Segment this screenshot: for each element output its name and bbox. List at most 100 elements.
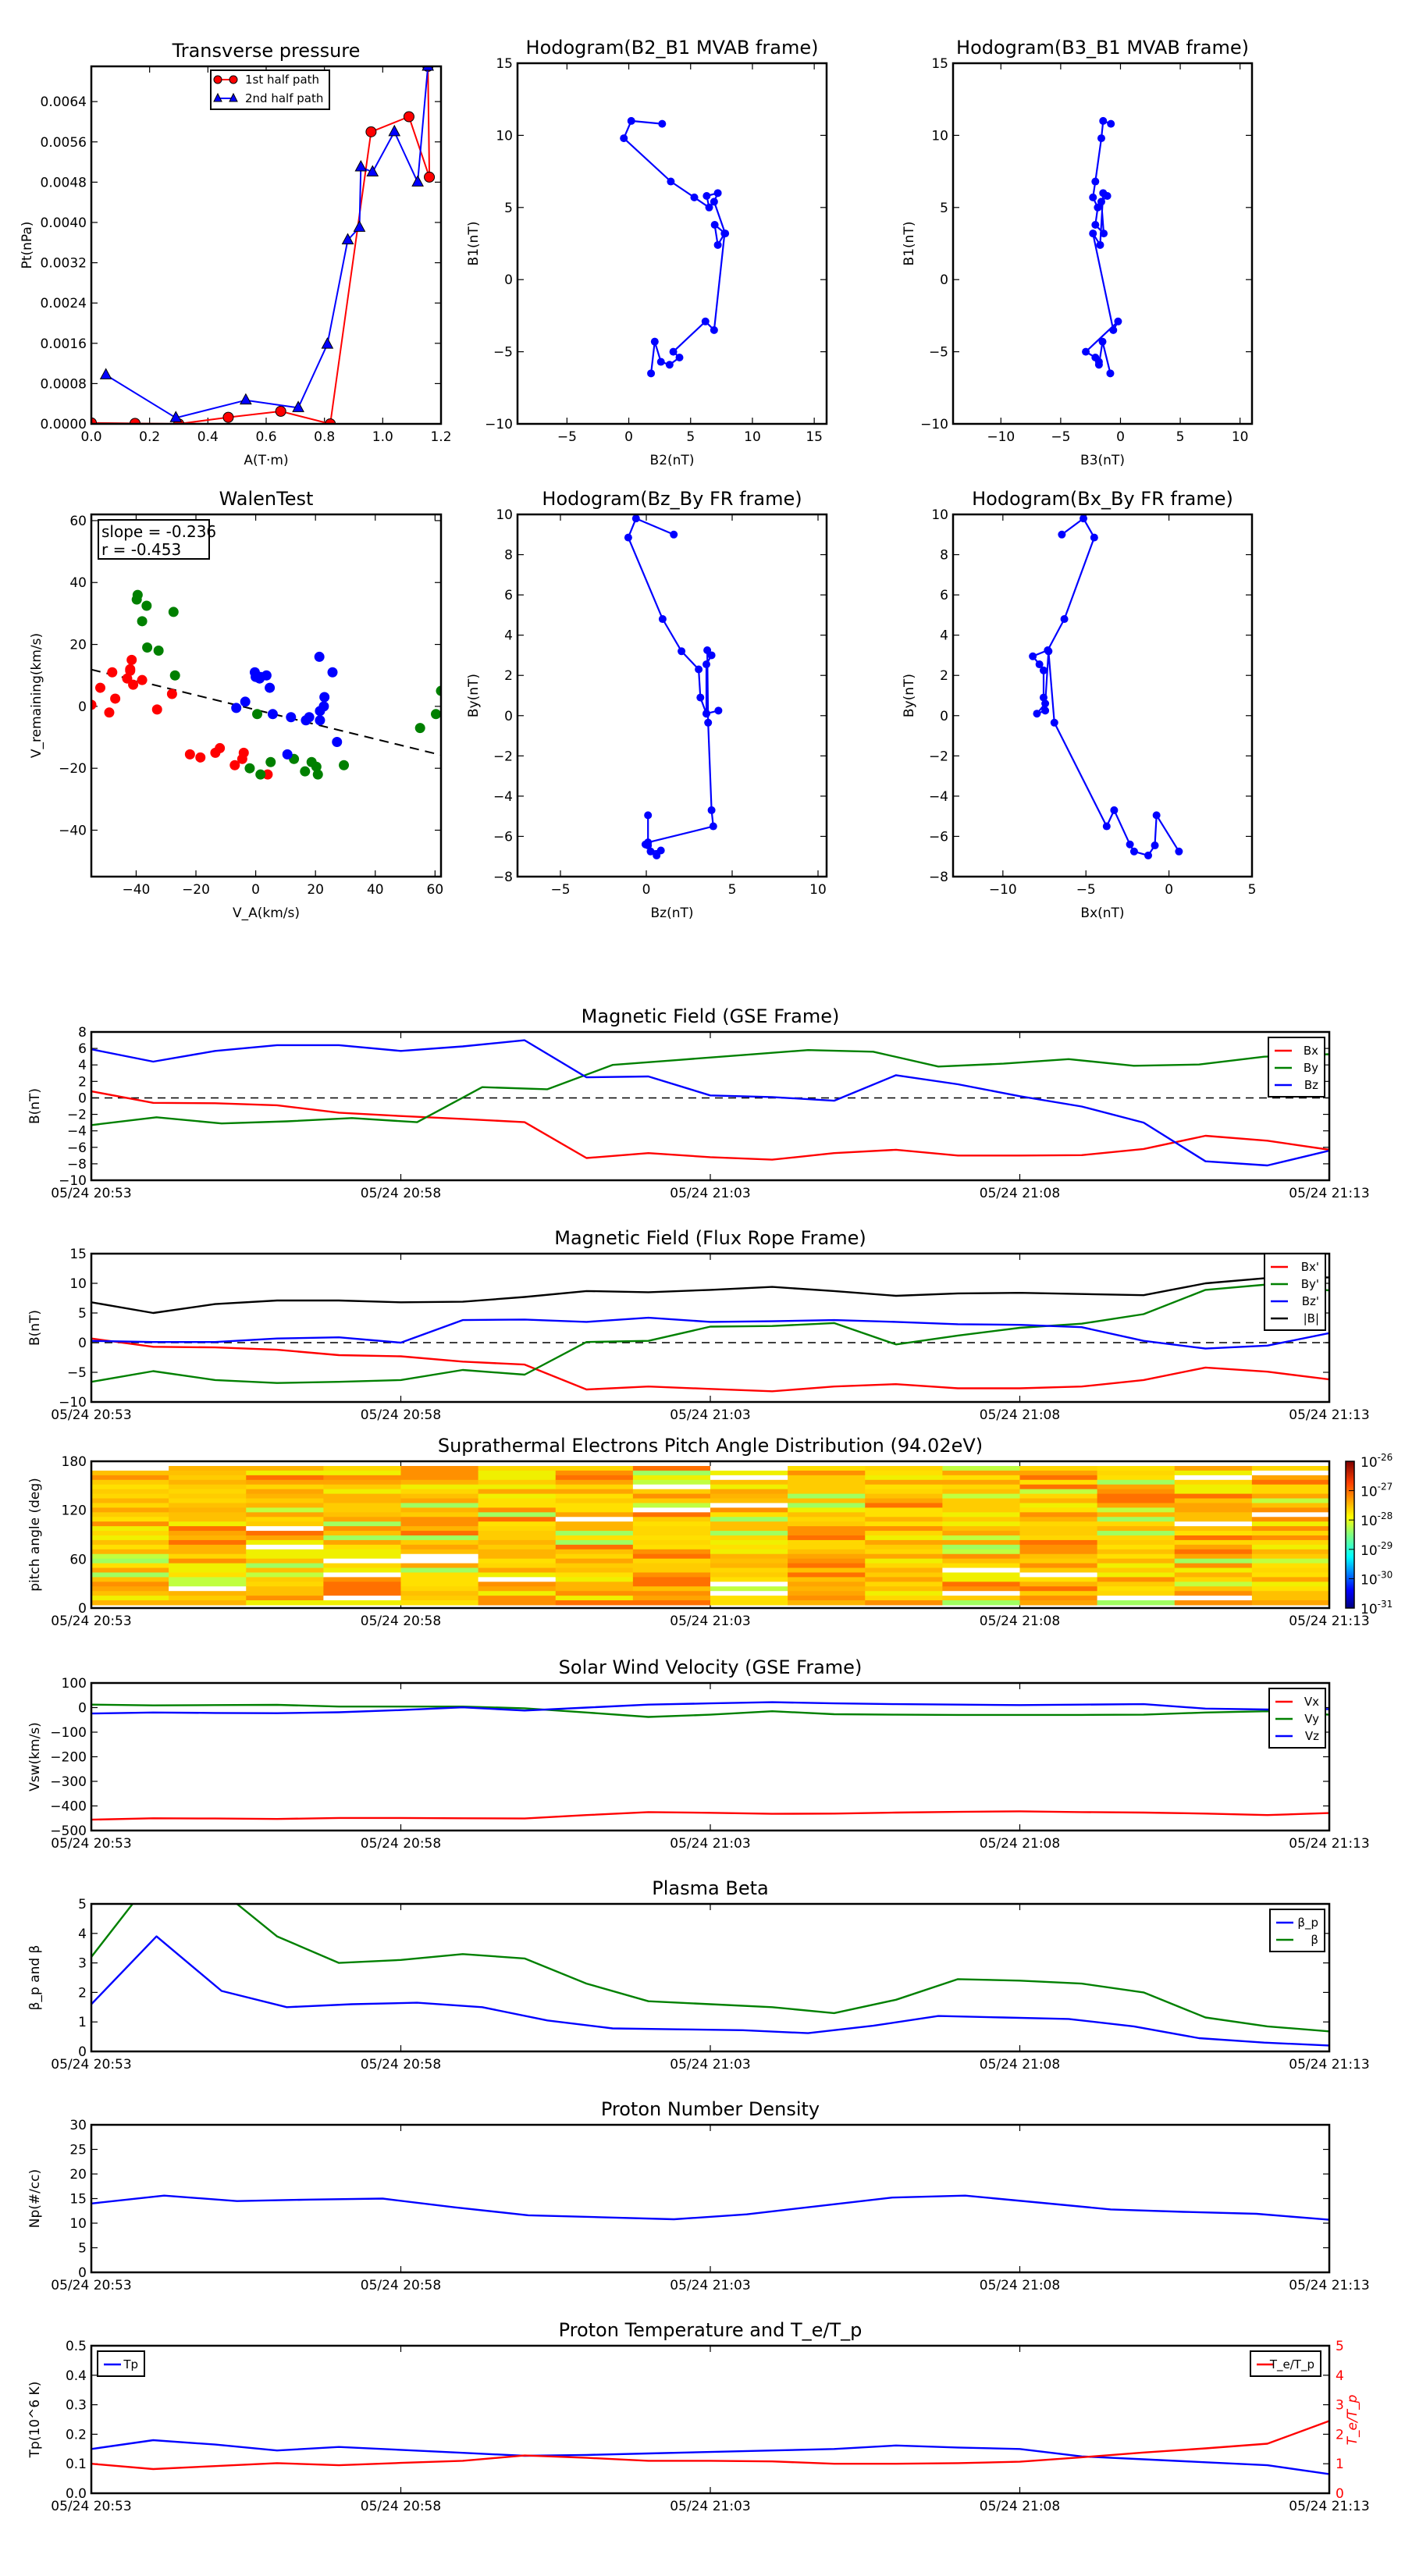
heatmap-cell [555, 1512, 634, 1517]
data-point [91, 699, 97, 710]
heatmap-cell [246, 1567, 324, 1573]
heatmap-cell [1097, 1466, 1176, 1471]
series-line [91, 1935, 1329, 2047]
data-point [153, 645, 164, 656]
heatmap-cell [1174, 1489, 1253, 1495]
heatmap-cell [478, 1586, 557, 1592]
x-tick-label: 05/24 20:53 [51, 1836, 131, 1852]
heatmap-cell [169, 1531, 247, 1536]
heatmap-cell [323, 1582, 401, 1587]
heatmap-cell [91, 1563, 169, 1569]
heatmap-cell [1019, 1553, 1098, 1560]
heatmap-cell [1251, 1549, 1329, 1555]
y-axis-label: pitch angle (deg) [27, 1478, 43, 1592]
data-point [1109, 326, 1118, 334]
heatmap-cell [169, 1596, 247, 1601]
heatmap-cell [710, 1567, 788, 1573]
heatmap-cell [1019, 1526, 1098, 1532]
heatmap-cell [323, 1512, 401, 1517]
y-axis-label: B1(nT) [466, 222, 482, 266]
x-tick-label: 05/24 20:58 [361, 1407, 441, 1423]
heatmap-cell [710, 1517, 788, 1522]
colorbar-tick-label: 10-27 [1361, 1482, 1393, 1500]
data-point [275, 405, 286, 417]
x-tick-label: 05/24 21:03 [670, 1614, 750, 1629]
heatmap-cell [555, 1493, 634, 1500]
y-tick-label: 0.3 [66, 2398, 87, 2414]
heatmap-cell [400, 1493, 479, 1500]
heatmap-cell [246, 1521, 324, 1527]
heatmap-cell [1019, 1572, 1098, 1578]
data-point [627, 116, 635, 125]
data-point [1050, 718, 1058, 727]
y-tick-label: 5 [78, 1306, 87, 1322]
heatmap-cell [169, 1517, 247, 1522]
heatmap-cell [942, 1553, 1020, 1560]
heatmap-cell [478, 1517, 557, 1522]
y-tick-label: 20 [69, 2167, 87, 2183]
heatmap-cell [1174, 1535, 1253, 1541]
y-tick-label: 0.4 [66, 2368, 87, 2384]
heatmap-cell [169, 1475, 247, 1481]
plot-area [91, 1276, 1329, 1393]
heatmap-cell [865, 1484, 943, 1490]
y-tick-label: 0.0024 [41, 296, 87, 311]
heatmap-cell [632, 1479, 711, 1485]
heatmap-cell [632, 1517, 711, 1522]
x-tick-label: 05/24 20:58 [361, 2057, 441, 2073]
data-point [1039, 666, 1048, 674]
heatmap-cell [478, 1475, 557, 1481]
heatmap-cell [555, 1586, 634, 1592]
y-tick-label: 15 [69, 2192, 87, 2208]
plot-area [91, 589, 441, 780]
heatmap-cell [323, 1484, 401, 1490]
heatmap-cell [91, 1582, 169, 1587]
data-point [168, 607, 179, 617]
heatmap-cell [1174, 1544, 1253, 1550]
data-point [720, 229, 729, 238]
data-point [107, 667, 118, 678]
chart-title: Plasma Beta [652, 1877, 768, 1899]
data-point [365, 126, 377, 137]
data-point [1090, 533, 1098, 542]
legend: Bx' By' Bz' |B| [1264, 1253, 1326, 1331]
heatmap-cell [478, 1466, 557, 1471]
heatmap-cell [246, 1493, 324, 1500]
heatmap-cell [865, 1517, 943, 1522]
heatmap-cell [400, 1544, 479, 1550]
heatmap-cell [865, 1596, 943, 1601]
y-tick-label: −5 [493, 345, 513, 361]
heatmap-cell [1097, 1553, 1176, 1560]
heatmap-cell [169, 1512, 247, 1517]
heatmap-cell [400, 1567, 479, 1573]
heatmap-cell [942, 1498, 1020, 1503]
heatmap-cell [478, 1567, 557, 1573]
x-tick-label: 05/24 20:53 [51, 2499, 131, 2514]
heatmap-cell [323, 1475, 401, 1481]
heatmap-cell [710, 1484, 788, 1490]
heatmap-cell [788, 1539, 866, 1546]
heatmap-cell [169, 1521, 247, 1527]
heatmap-cell [788, 1521, 866, 1527]
heatmap-cell [1251, 1553, 1329, 1560]
heatmap-cell [555, 1591, 634, 1596]
data-point [702, 710, 710, 718]
x-tick-label: 05/24 21:08 [980, 1614, 1060, 1629]
plot-frame [951, 513, 1254, 878]
heatmap-cell [400, 1600, 479, 1606]
y-tick-label: 2 [78, 1985, 87, 2001]
heatmap-cell [1019, 1484, 1098, 1490]
heatmap-cell [478, 1489, 557, 1495]
heatmap-cell [246, 1558, 324, 1564]
data-point [311, 761, 322, 772]
x-tick-label: 05/24 20:53 [51, 1186, 131, 1201]
heatmap-cell [942, 1567, 1020, 1573]
y-axis-label: B1(nT) [902, 222, 917, 266]
heatmap-cell [710, 1531, 788, 1536]
heatmap-cell [246, 1582, 324, 1587]
data-point [650, 337, 659, 346]
data-point [388, 124, 401, 137]
x-tick-label: −40 [122, 882, 150, 898]
heatmap-cell [323, 1498, 401, 1503]
series-line-0 [91, 66, 431, 424]
